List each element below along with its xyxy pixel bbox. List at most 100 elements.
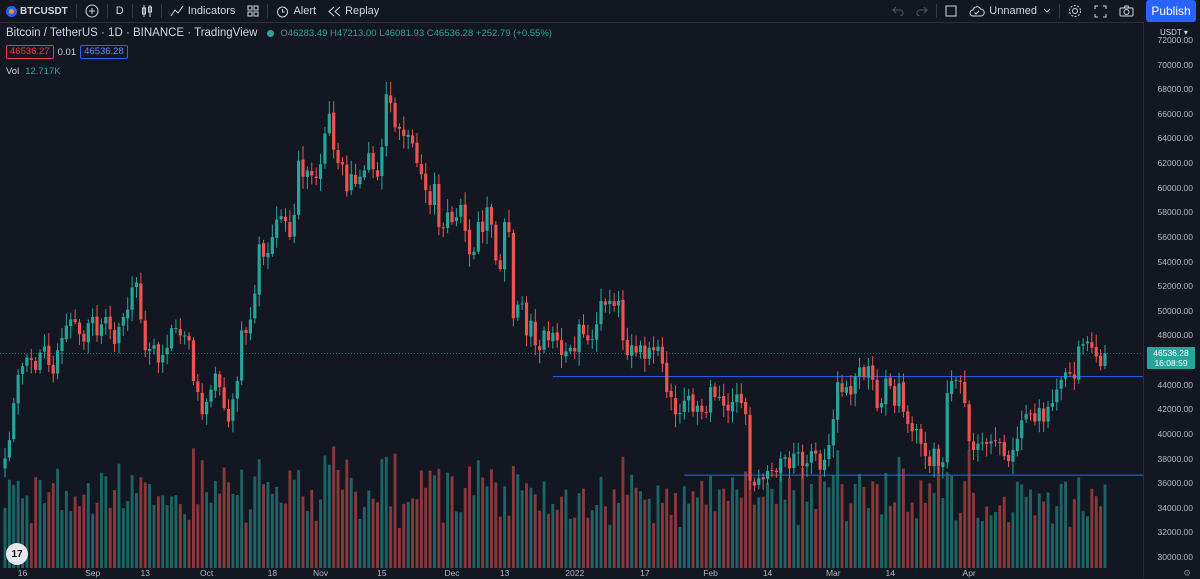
candle-body bbox=[822, 459, 827, 471]
time-tick-label: Oct bbox=[199, 568, 214, 578]
volume-bar bbox=[380, 459, 384, 568]
volume-bar bbox=[38, 480, 42, 568]
candle-body bbox=[748, 414, 752, 481]
tradingview-logo[interactable]: 17 bbox=[6, 543, 28, 565]
candle-body bbox=[871, 365, 875, 380]
candle-body bbox=[380, 147, 384, 177]
divider bbox=[1059, 4, 1060, 18]
volume-bar bbox=[222, 467, 226, 568]
candle-body bbox=[275, 219, 279, 238]
layout-menu-button[interactable]: Unnamed bbox=[963, 0, 1057, 22]
candle-body bbox=[314, 176, 318, 178]
candle-body bbox=[599, 300, 603, 325]
price-tick-label: 36000.00 bbox=[1157, 478, 1193, 489]
fullscreen-button[interactable] bbox=[1088, 0, 1113, 22]
candle-body bbox=[481, 221, 485, 233]
open-value: 46283.49 bbox=[287, 27, 328, 39]
publish-button[interactable]: Publish bbox=[1146, 0, 1196, 22]
candle-body bbox=[836, 382, 840, 420]
volume-bar bbox=[253, 476, 257, 568]
symbol-search-button[interactable]: BTCUSDT bbox=[0, 0, 74, 22]
volume-bar bbox=[1011, 512, 1015, 568]
candle-body bbox=[340, 162, 345, 165]
volume-bar bbox=[678, 527, 682, 568]
volume-legend[interactable]: Vol 12.717K bbox=[6, 66, 61, 77]
volume-bar bbox=[82, 494, 86, 568]
volume-bar bbox=[21, 498, 24, 568]
price-axis[interactable]: 72000.00 70000.00 68000.00 66000.00 64000.00… bbox=[1143, 22, 1200, 578]
expand-icon bbox=[1094, 5, 1107, 17]
volume-bar bbox=[656, 485, 660, 568]
templates-button[interactable] bbox=[241, 0, 265, 22]
candle-body bbox=[730, 401, 735, 412]
volume-bar bbox=[362, 507, 366, 568]
volume-bar bbox=[126, 501, 130, 568]
volume-bar bbox=[880, 514, 883, 568]
candle-body bbox=[546, 331, 551, 341]
candle-body bbox=[86, 323, 90, 343]
volume-bar bbox=[424, 487, 428, 568]
volume-bar bbox=[415, 499, 419, 568]
symbol-title[interactable]: Bitcoin / TetherUS · 1D · BINANCE · Trad… bbox=[6, 27, 258, 39]
candle-body bbox=[656, 346, 660, 352]
time-tick-label: 13 bbox=[140, 568, 150, 578]
fullscreen-layout-button[interactable] bbox=[939, 0, 963, 22]
buy-button[interactable]: 46536.28 bbox=[80, 45, 128, 59]
currency-selector[interactable]: USDT ▾ bbox=[1160, 28, 1188, 37]
candle-body bbox=[143, 320, 147, 351]
volume-bar bbox=[814, 509, 818, 568]
candle-body bbox=[919, 428, 923, 444]
time-tick-label: 14 bbox=[885, 568, 895, 578]
volume-bar bbox=[468, 466, 471, 568]
axis-settings-icon[interactable]: ⚙ bbox=[1183, 568, 1192, 578]
candle-body bbox=[774, 470, 778, 473]
candle-body bbox=[818, 453, 822, 470]
indicators-button[interactable]: Indicators bbox=[164, 0, 242, 22]
volume-bar bbox=[888, 505, 892, 568]
undo-button[interactable] bbox=[886, 0, 910, 22]
volume-bar bbox=[739, 497, 743, 568]
candle-body bbox=[485, 207, 489, 231]
redo-button[interactable] bbox=[910, 0, 934, 22]
candle-body bbox=[323, 133, 327, 164]
volume-bar bbox=[310, 489, 314, 568]
candle-body bbox=[945, 393, 949, 463]
time-tick-label: Dec bbox=[444, 568, 460, 578]
market-status-icon[interactable] bbox=[267, 29, 275, 37]
volume-bar bbox=[148, 483, 152, 568]
settings-button[interactable] bbox=[1062, 0, 1088, 22]
candle-body bbox=[765, 470, 770, 479]
chart-type-button[interactable] bbox=[135, 0, 159, 22]
candle-body bbox=[16, 374, 20, 404]
grid-icon bbox=[247, 5, 259, 17]
snapshot-button[interactable] bbox=[1113, 0, 1140, 22]
time-axis[interactable]: 16 Sep 13 Oct 18 Nov 15 Dec 13 2022 17 Feb 14 Mar 14 Ap… bbox=[0, 568, 1143, 578]
replay-button[interactable]: Replay bbox=[322, 0, 385, 22]
candle-body bbox=[928, 456, 932, 466]
volume-bar bbox=[161, 495, 165, 568]
candle-body bbox=[901, 382, 905, 412]
candle-body bbox=[121, 316, 125, 326]
price-tick-label: 32000.00 bbox=[1157, 527, 1193, 538]
compare-button[interactable] bbox=[79, 0, 105, 22]
candle-body bbox=[792, 453, 796, 468]
volume-bar bbox=[993, 511, 997, 568]
alert-button[interactable]: Alert bbox=[270, 0, 322, 22]
interval-button[interactable]: D bbox=[115, 5, 124, 17]
price-chart[interactable] bbox=[0, 0, 1143, 578]
low-label: L bbox=[379, 27, 385, 39]
candle-body bbox=[1046, 406, 1050, 422]
volume-bar bbox=[349, 477, 353, 568]
volume-bar bbox=[980, 520, 984, 568]
candle-body bbox=[529, 320, 533, 337]
candle-body bbox=[248, 319, 253, 334]
price-tick-label: 54000.00 bbox=[1157, 256, 1193, 267]
sell-button[interactable]: 46536.27 bbox=[6, 45, 54, 59]
volume-bar bbox=[213, 481, 217, 568]
candle-body bbox=[213, 373, 217, 391]
candle-body bbox=[520, 303, 524, 305]
volume-bar bbox=[3, 507, 7, 568]
volume-bar bbox=[906, 511, 910, 568]
candle-body bbox=[1011, 449, 1015, 462]
volume-bar bbox=[270, 493, 274, 568]
